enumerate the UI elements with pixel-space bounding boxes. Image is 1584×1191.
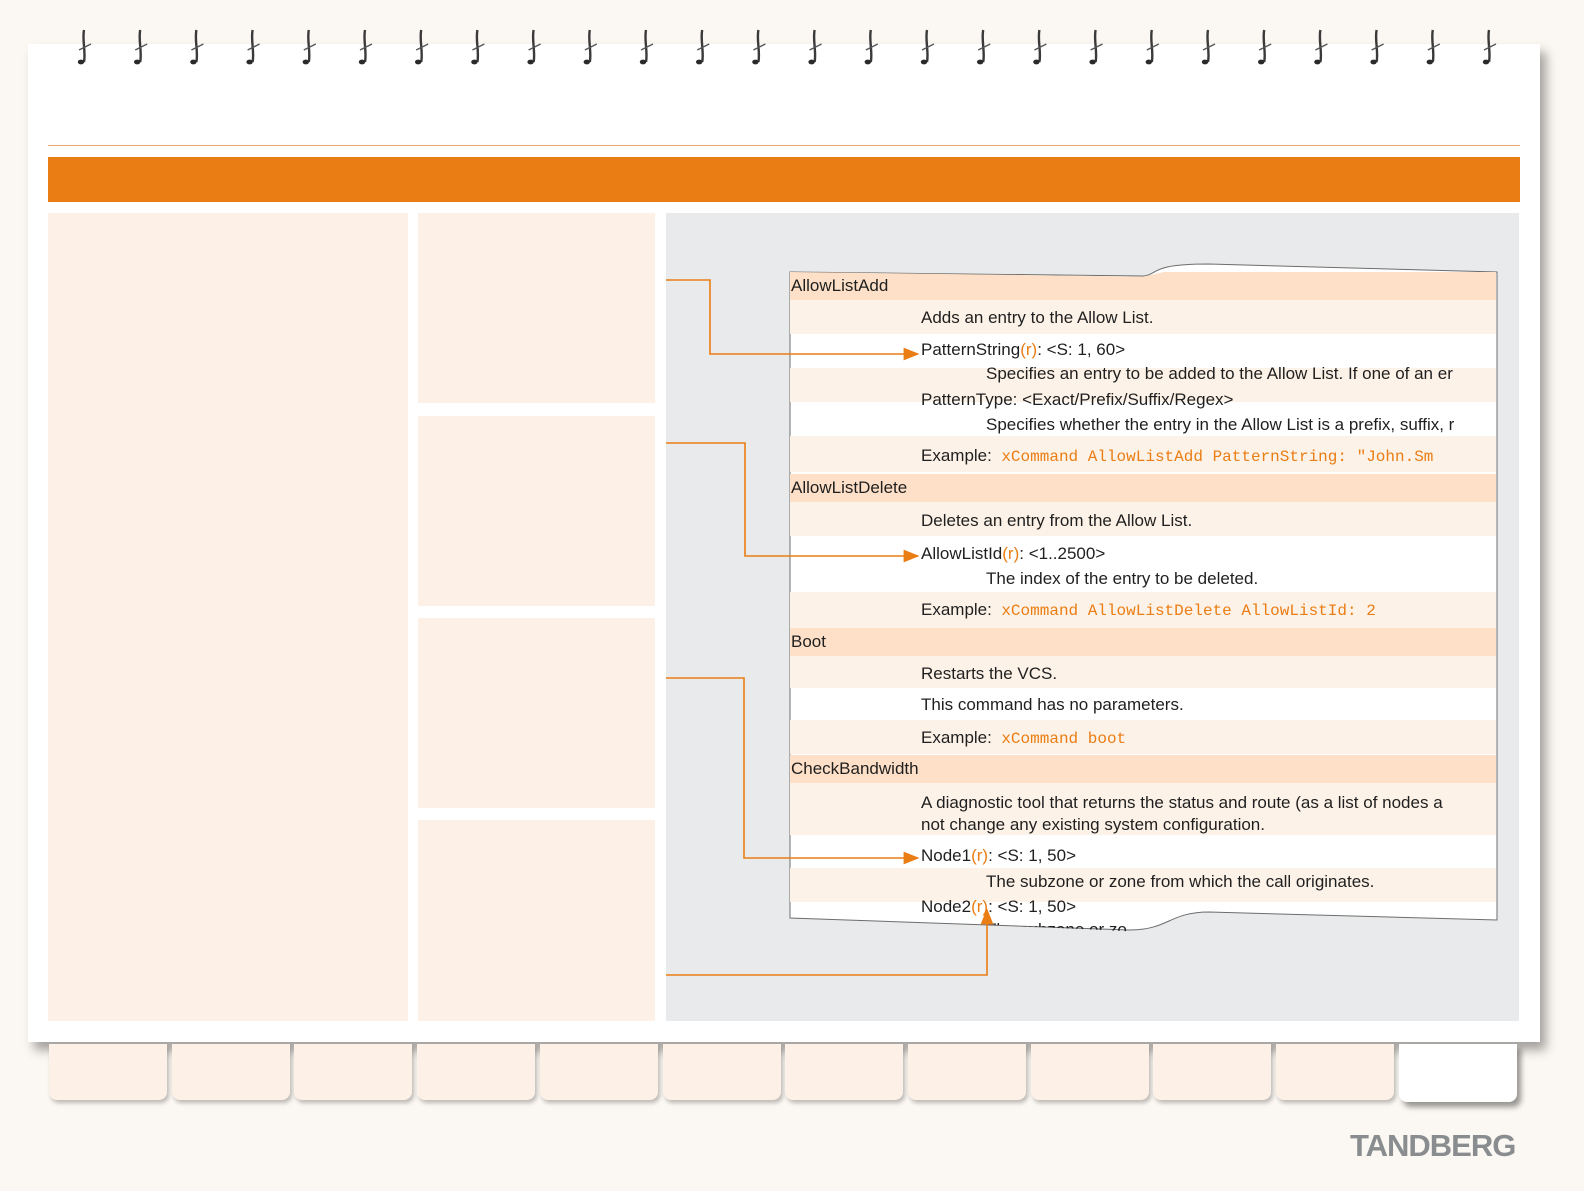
example-label: Example:	[921, 728, 992, 747]
parameter-signature: Node1(r): <S: 1, 50>	[921, 846, 1076, 866]
binding-ring	[415, 29, 429, 65]
header-rule	[48, 145, 1520, 146]
required-marker: (r)	[971, 897, 989, 916]
parameter-signature: PatternType: <Exact/Prefix/Suffix/Regex>	[921, 390, 1234, 409]
binding-ring	[752, 29, 766, 65]
parameter-description: The subzone or zone from which the call …	[986, 872, 1375, 891]
example-line: Example: xCommand boot	[921, 728, 1126, 748]
example-code: xCommand boot	[1001, 730, 1127, 748]
command-header-boot: Boot	[790, 628, 1496, 656]
parameter-name: Node2	[921, 897, 972, 916]
callout-panel-3	[418, 618, 655, 808]
section-tab-4[interactable]	[417, 1044, 536, 1100]
parameter-description: Specifies an entry to be added to the Al…	[986, 364, 1453, 383]
section-tab-7[interactable]	[785, 1044, 904, 1100]
binding-ring	[1370, 29, 1384, 65]
binding-ring	[1314, 29, 1328, 65]
callout-panel-2	[418, 416, 655, 606]
parameter-signature: AllowListId(r): <1..2500>	[921, 544, 1105, 564]
row-stripe	[790, 592, 1496, 628]
binding-ring	[1033, 29, 1047, 65]
binding-ring	[1089, 29, 1103, 65]
binding-ring	[1426, 29, 1441, 65]
required-marker: (r)	[1020, 340, 1038, 359]
parameter-signature: Node2(r): <S: 1, 50>	[921, 897, 1076, 917]
binding-ring	[1482, 29, 1497, 65]
required-marker: (r)	[1002, 544, 1020, 563]
section-tab-8[interactable]	[907, 1044, 1026, 1100]
example-line: Example: xCommand AllowListDelete AllowL…	[921, 600, 1376, 620]
parameter-type: : <S: 1, 50>	[988, 897, 1076, 916]
binding-ring	[134, 29, 148, 65]
binding-ring	[358, 29, 373, 65]
parameter-name: AllowListId	[921, 544, 1003, 563]
command-header-allowlistdelete: AllowListDelete	[790, 474, 1496, 502]
binding-ring	[696, 29, 710, 65]
binding-ring	[1201, 29, 1216, 65]
row-stripe	[790, 656, 1496, 688]
section-tab-3[interactable]	[294, 1044, 413, 1100]
command-note: This command has no parameters.	[921, 695, 1184, 714]
binding-ring	[808, 29, 822, 65]
binding-ring	[190, 29, 204, 65]
section-tab-12[interactable]	[1398, 1044, 1517, 1102]
parameter-description: The index of the entry to be deleted.	[986, 569, 1259, 588]
example-code: xCommand AllowListAdd PatternString: "Jo…	[1001, 448, 1434, 466]
example-line: Example: xCommand AllowListAdd PatternSt…	[921, 446, 1433, 466]
section-tab-5[interactable]	[539, 1044, 658, 1100]
document-excerpt: AllowListAdd Adds an entry to the Allow …	[790, 272, 1496, 932]
section-tab-2[interactable]	[171, 1044, 290, 1100]
row-stripe	[790, 868, 1496, 902]
parameter-description: Specifies whether the entry in the Allow…	[986, 415, 1455, 434]
callout-panel-1	[418, 213, 655, 403]
parameter-signature: PatternString(r): <S: 1, 60>	[921, 340, 1125, 360]
callout-panel-4	[418, 820, 655, 1021]
binding-ring	[977, 29, 991, 65]
parameter-name: PatternString	[921, 340, 1021, 359]
tandberg-logo: TANDBERG	[1350, 1128, 1516, 1163]
binding-ring	[920, 29, 935, 65]
example-label: Example:	[921, 600, 992, 619]
spiral-binding	[77, 29, 1497, 65]
parameter-type: : <S: 1, 50>	[988, 846, 1076, 865]
binding-ring	[1258, 29, 1272, 65]
command-description: A diagnostic tool that returns the statu…	[921, 793, 1443, 812]
binding-ring	[639, 29, 654, 65]
binding-ring	[527, 29, 541, 65]
parameter-type: : <S: 1, 60>	[1037, 340, 1126, 359]
title-band	[48, 157, 1520, 202]
example-code: xCommand AllowListDelete AllowListId: 2	[1001, 602, 1376, 620]
binding-ring	[77, 29, 92, 65]
example-label: Example:	[921, 446, 992, 465]
row-stripe	[790, 720, 1496, 754]
binding-ring	[864, 29, 879, 65]
binding-ring	[583, 29, 598, 65]
binding-ring	[302, 29, 317, 65]
command-description-cont: not change any existing system configura…	[921, 815, 1265, 834]
section-tab-11[interactable]	[1276, 1044, 1394, 1100]
left-text-panel	[48, 213, 408, 1021]
binding-ring	[246, 29, 260, 65]
required-marker: (r)	[971, 846, 989, 865]
section-tab-6[interactable]	[662, 1044, 781, 1100]
command-description: Adds an entry to the Allow List.	[921, 308, 1154, 327]
section-tab-1[interactable]	[49, 1044, 167, 1100]
parameter-type: : <1..2500>	[1019, 544, 1106, 563]
row-stripe	[790, 368, 1496, 402]
command-description: Restarts the VCS.	[921, 664, 1058, 683]
parameter-name: Node1	[921, 846, 972, 865]
binding-ring	[471, 29, 485, 65]
section-tab-9[interactable]	[1030, 1044, 1149, 1100]
section-tab-10[interactable]	[1153, 1044, 1272, 1100]
command-description: Deletes an entry from the Allow List.	[921, 511, 1193, 530]
command-header-checkbandwidth: CheckBandwidth	[790, 755, 1496, 783]
binding-ring	[1145, 29, 1160, 65]
